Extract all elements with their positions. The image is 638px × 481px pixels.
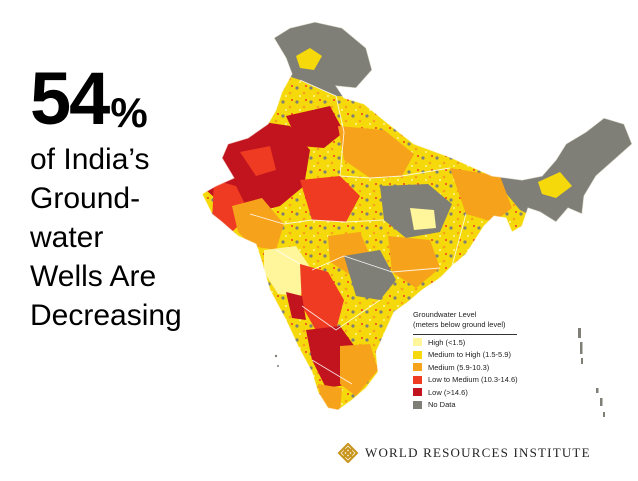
legend-title: Groundwater Level — [413, 310, 477, 319]
legend-item: Low to Medium (10.3-14.6) — [413, 374, 613, 385]
medium-region — [450, 168, 512, 222]
headline: 54% of India’s Ground- water Wells Are D… — [30, 62, 230, 335]
legend-label: High (<1.5) — [428, 337, 466, 347]
map-legend: Groundwater Level (meters below ground l… — [413, 310, 613, 410]
legend-swatch — [413, 400, 422, 409]
medium-region — [340, 344, 378, 396]
legend-swatch — [413, 388, 422, 396]
legend-swatch — [413, 363, 422, 371]
low-to-medium-region — [240, 146, 276, 176]
brand-name: WORLD RESOURCES INSTITUTE — [365, 445, 591, 460]
brand: WORLD RESOURCES INSTITUTE — [338, 443, 591, 463]
high-region — [410, 208, 436, 230]
headline-number: 54 — [30, 57, 110, 140]
headline-line: Decreasing — [30, 299, 182, 332]
headline-percent-sign: % — [110, 89, 147, 136]
state-borders — [249, 79, 467, 385]
legend-item: Medium (5.9-10.3) — [413, 362, 613, 373]
low-region — [286, 106, 344, 148]
medium-to-high-region — [538, 172, 572, 198]
medium-region — [232, 198, 284, 250]
medium-to-high-region — [296, 48, 322, 70]
legend-item: Medium to High (1.5-5.9) — [413, 349, 613, 360]
legend-label: No Data — [428, 400, 456, 409]
low-to-medium-region — [300, 176, 360, 222]
india-outline — [201, 21, 633, 411]
headline-line: water — [30, 221, 104, 254]
legend-label: Medium (5.9-10.3) — [428, 362, 490, 372]
medium-region — [388, 236, 440, 288]
headline-line: Wells Are — [30, 260, 157, 293]
legend-label: Medium to High (1.5-5.9) — [428, 350, 511, 359]
legend-subtitle: (meters below ground level) — [413, 320, 517, 335]
headline-stat: 54% — [30, 62, 230, 137]
wri-knot-logo-icon — [338, 443, 358, 463]
headline-line: of India’s — [30, 143, 150, 176]
legend-swatch — [413, 350, 422, 359]
no-data-region — [344, 250, 396, 300]
headline-text: of India’s Ground- water Wells Are Decre… — [30, 140, 200, 335]
medium-region — [338, 126, 414, 178]
low-region — [286, 292, 306, 320]
legend-item: No Data — [413, 399, 613, 410]
legend-swatch — [413, 338, 422, 346]
low-to-medium-region — [300, 264, 344, 334]
andaman-nicobar-islands — [578, 328, 605, 417]
headline-line: Ground- — [30, 182, 141, 215]
legend-swatch — [413, 375, 422, 384]
legend-label: Low (>14.6) — [428, 387, 468, 397]
legend-label: Low to Medium (10.3-14.6) — [428, 375, 518, 384]
legend-item: High (<1.5) — [413, 337, 613, 348]
high-region — [264, 246, 312, 296]
legend-item: Low (>14.6) — [413, 387, 613, 398]
lakshadweep-islands — [274, 354, 279, 367]
